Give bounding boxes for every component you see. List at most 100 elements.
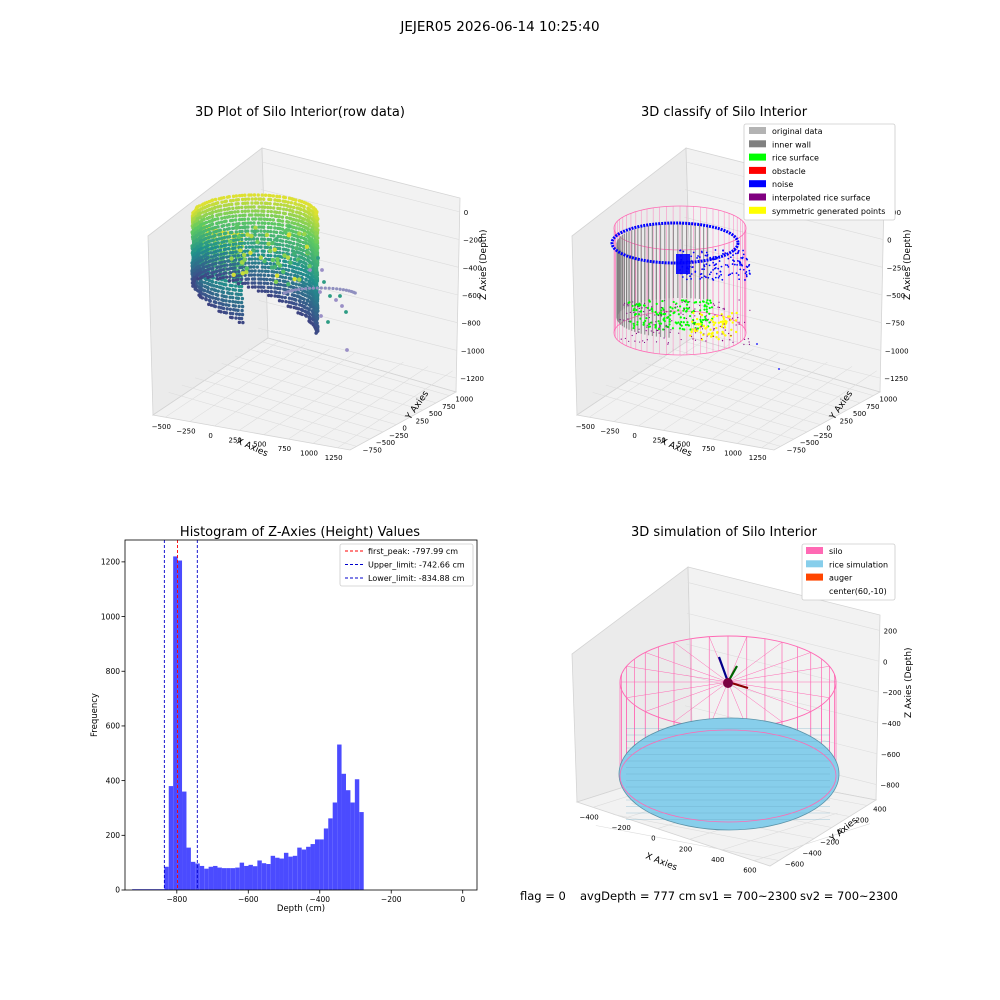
raw-3d-point (207, 215, 211, 220)
histogram-bars (132, 556, 364, 890)
raw-3d-point (314, 296, 319, 300)
raw-3d-point (262, 273, 267, 277)
raw-3d-point (334, 298, 338, 302)
raw-3d-point (200, 242, 204, 246)
raw-3d-grid-x (337, 370, 453, 449)
raw-3d-point (236, 277, 240, 282)
raw-3d-point (244, 269, 249, 275)
raw-3d-point (247, 261, 251, 265)
classify-interpolated-point (627, 318, 629, 320)
raw-3d-point (245, 232, 250, 237)
classify-interpolated-point (705, 320, 707, 322)
classify-noise-point (681, 276, 684, 278)
raw-3d-point (228, 251, 233, 255)
raw-3d-point (207, 278, 211, 283)
classify-interpolated-point (682, 313, 684, 316)
classify-3d-x-tick: 1000 (724, 449, 742, 457)
classify-symmetric-point (709, 328, 712, 331)
classify-3d-grid-x (638, 348, 754, 427)
panel-simulation-3d: 3D simulation of Silo Interior −400 −200 0… (571, 525, 914, 875)
classify-interpolated-point (724, 329, 727, 331)
raw-3d-point (234, 230, 239, 234)
raw-3d-point (263, 193, 268, 197)
raw-3d-y-tick: 750 (442, 403, 455, 411)
classify-rice-point (668, 320, 671, 323)
classify-legend-label: obstacle (772, 167, 806, 176)
classify-rice-point (704, 318, 707, 321)
raw-3d-point (296, 263, 300, 267)
classify-3d-x-tick: 1250 (749, 454, 767, 462)
raw-3d-point (252, 193, 257, 197)
classify-rice-point (636, 323, 639, 326)
raw-3d-point (326, 320, 330, 324)
classify-symmetric-point (722, 317, 726, 321)
raw-3d-point (241, 252, 247, 258)
raw-3d-point (217, 301, 222, 305)
classify-noise-point (690, 273, 693, 275)
simulation-legend-swatch (806, 573, 823, 581)
raw-3d-point (268, 217, 272, 222)
raw-3d-point (300, 308, 305, 313)
classify-symmetric-point (716, 331, 719, 334)
classify-interpolated-point (694, 339, 697, 341)
raw-3d-point (209, 243, 213, 247)
raw-3d-point (252, 253, 257, 257)
histogram-bar (332, 802, 338, 890)
raw-3d-point (269, 233, 273, 238)
classify-noise-point (737, 274, 740, 276)
raw-3d-point (273, 202, 277, 206)
raw-3d-point (294, 270, 298, 274)
raw-3d-point (291, 281, 295, 286)
raw-3d-point (233, 266, 237, 270)
raw-3d-point (218, 248, 223, 252)
classify-symmetric-point (720, 325, 724, 328)
raw-3d-point (233, 210, 237, 214)
classify-symmetric-point (724, 321, 728, 325)
histogram-bar (177, 560, 183, 890)
classify-legend-swatch (749, 127, 766, 134)
classify-noise-point (717, 276, 720, 279)
raw-3d-point (230, 291, 234, 296)
raw-3d-point (217, 285, 222, 289)
raw-3d-point (263, 289, 267, 293)
classify-symmetric-point (697, 323, 700, 326)
histogram-bar (168, 786, 174, 890)
raw-3d-point (266, 273, 271, 278)
classify-interpolated-point (718, 301, 720, 303)
raw-3d-point (284, 299, 288, 304)
classify-interpolated-point (694, 308, 696, 310)
raw-3d-point (260, 265, 265, 269)
simulation-3d-z-tick: 200 (884, 627, 897, 635)
raw-3d-point (344, 288, 348, 292)
raw-3d-grid-y (261, 341, 450, 396)
histogram-bar (323, 828, 329, 890)
raw-3d-point (212, 270, 216, 274)
raw-3d-point (230, 210, 234, 215)
raw-3d-point (268, 205, 273, 210)
raw-3d-point (221, 223, 226, 228)
classify-symmetric-point (730, 312, 734, 315)
classify-legend-label: rice surface (772, 154, 819, 163)
classify-interpolated-point (656, 329, 658, 332)
raw-3d-y-tick: 500 (429, 410, 442, 418)
classify-3d-legend: original data inner wall rice surface obsta… (743, 123, 896, 221)
classify-noise-point (714, 258, 717, 261)
raw-3d-title: 3D Plot of Silo Interior(row data) (195, 105, 405, 120)
raw-3d-point (338, 294, 342, 298)
classify-rice-point (661, 306, 664, 310)
classify-legend-label: inner wall (772, 140, 811, 149)
raw-3d-point (252, 277, 257, 281)
classify-interpolated-point (728, 319, 731, 321)
classify-noise-point (703, 259, 706, 262)
classify-noise-point (720, 265, 723, 268)
raw-3d-point (297, 277, 302, 282)
histogram-legend: first_peak: -797.99 cm Upper_limit: -742.… (339, 543, 474, 587)
classify-3d-grid-z (684, 216, 883, 268)
classify-noise-point (734, 252, 737, 255)
simulation-3d-grid-y (613, 814, 797, 850)
raw-3d-point (228, 307, 233, 311)
classify-symmetric-point (707, 332, 711, 335)
raw-3d-point (222, 227, 227, 232)
simulation-center-marker (723, 678, 733, 688)
raw-3d-point (272, 270, 276, 274)
